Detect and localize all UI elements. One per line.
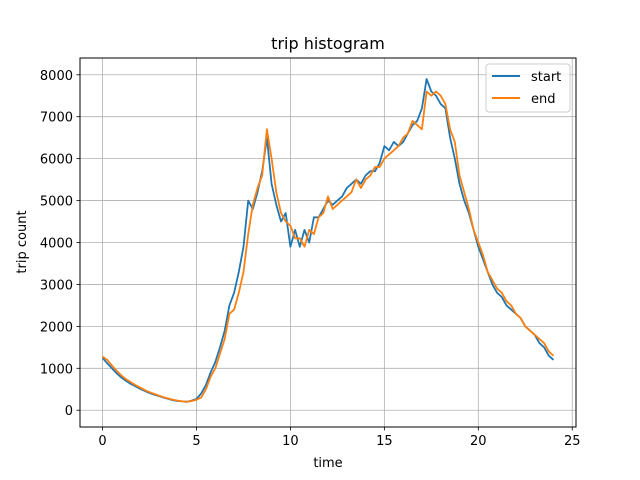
x-tick-label: 20 [470, 434, 487, 449]
y-tick-label: 7000 [40, 111, 73, 126]
chart-title: trip histogram [271, 34, 385, 53]
y-tick-label: 0 [65, 404, 73, 419]
y-axis: 0 1000 2000 3000 4000 5000 6000 7000 8000 [40, 69, 80, 419]
y-tick-label: 1000 [40, 362, 73, 377]
y-tick-label: 6000 [40, 153, 73, 168]
x-tick-label: 15 [376, 434, 393, 449]
legend-label-end: end [531, 92, 556, 107]
y-tick-label: 2000 [40, 320, 73, 335]
x-tick-label: 10 [282, 434, 299, 449]
series-line-end [101, 90, 555, 403]
y-tick-label: 8000 [40, 69, 73, 84]
x-axis: 0 5 10 15 20 25 [98, 427, 581, 449]
y-tick-label: 5000 [40, 195, 73, 210]
y-axis-label: trip count [15, 210, 30, 273]
x-axis-label: time [313, 456, 342, 471]
legend: start end [485, 63, 571, 113]
x-tick-label: 5 [192, 434, 200, 449]
y-tick-label: 3000 [40, 278, 73, 293]
x-tick-label: 0 [98, 434, 106, 449]
x-tick-label: 25 [564, 434, 581, 449]
legend-label-start: start [531, 70, 561, 85]
series-layer [101, 78, 555, 403]
y-tick-label: 4000 [40, 237, 73, 252]
